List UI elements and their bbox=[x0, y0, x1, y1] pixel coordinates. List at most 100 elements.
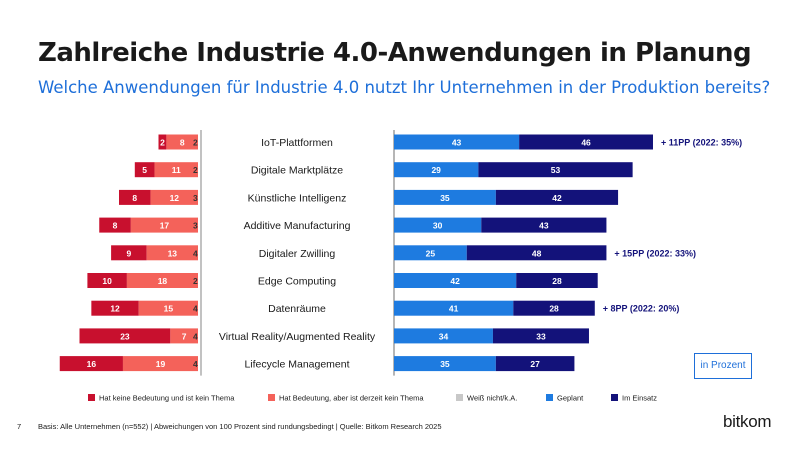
value-label-keine-bedeutung: 8 bbox=[113, 221, 118, 231]
bar-keine-bedeutung bbox=[111, 245, 147, 261]
bar-geplant bbox=[394, 273, 517, 288]
category-label: Virtual Reality/Augmented Reality bbox=[219, 331, 376, 343]
value-label-im-einsatz: 28 bbox=[552, 276, 562, 286]
category-label: IoT-Plattformen bbox=[261, 137, 333, 149]
value-label-weiss-nicht: 2 bbox=[193, 165, 198, 175]
bar-keine-bedeutung bbox=[79, 328, 171, 344]
bar-geplant bbox=[394, 134, 520, 150]
value-label-im-einsatz: 43 bbox=[539, 221, 549, 231]
bar-bedeutung-kein-thema bbox=[166, 134, 198, 150]
legend-swatch bbox=[546, 394, 553, 401]
value-label-im-einsatz: 46 bbox=[581, 138, 591, 148]
bar-keine-bedeutung bbox=[99, 217, 131, 233]
bar-keine-bedeutung bbox=[119, 189, 151, 205]
value-label-im-einsatz: 28 bbox=[549, 304, 559, 314]
value-label-weiss-nicht: 4 bbox=[193, 359, 198, 369]
bar-geplant bbox=[394, 300, 514, 316]
bar-bedeutung-kein-thema bbox=[154, 162, 198, 178]
value-label-im-einsatz: 27 bbox=[530, 359, 540, 369]
bar-geplant bbox=[394, 356, 496, 372]
bar-bedeutung-kein-thema bbox=[150, 189, 198, 205]
value-label-weiss-nicht: 2 bbox=[193, 138, 198, 148]
bar-geplant bbox=[394, 328, 493, 344]
legend-label: Hat Bedeutung, aber ist derzeit kein The… bbox=[279, 394, 424, 403]
bar-keine-bedeutung bbox=[158, 134, 167, 150]
value-label-bedeutung-kein-thema: 8 bbox=[180, 138, 185, 148]
bar-im-einsatz bbox=[516, 273, 598, 288]
value-label-weiss-nicht: 2 bbox=[193, 276, 198, 286]
bar-bedeutung-kein-thema bbox=[146, 245, 198, 261]
value-label-bedeutung-kein-thema: 13 bbox=[168, 248, 178, 258]
value-label-weiss-nicht: 4 bbox=[193, 248, 198, 258]
value-label-geplant: 30 bbox=[433, 221, 443, 231]
bar-geplant bbox=[394, 217, 482, 233]
category-label: Edge Computing bbox=[258, 276, 336, 288]
bar-im-einsatz bbox=[478, 162, 633, 178]
value-label-geplant: 35 bbox=[440, 193, 450, 203]
bar-keine-bedeutung bbox=[134, 162, 155, 178]
bar-im-einsatz bbox=[519, 134, 653, 150]
value-label-geplant: 29 bbox=[431, 165, 441, 175]
value-label-geplant: 25 bbox=[426, 248, 436, 258]
value-label-bedeutung-kein-thema: 19 bbox=[156, 359, 166, 369]
bar-bedeutung-kein-thema bbox=[130, 217, 198, 233]
value-label-keine-bedeutung: 23 bbox=[120, 331, 130, 341]
value-label-im-einsatz: 53 bbox=[551, 165, 561, 175]
legend-swatch bbox=[88, 394, 95, 401]
bar-bedeutung-kein-thema bbox=[138, 300, 198, 316]
value-label-geplant: 41 bbox=[449, 304, 459, 314]
category-label: Datenräume bbox=[268, 303, 326, 315]
value-label-keine-bedeutung: 5 bbox=[142, 165, 147, 175]
legend-label: Hat keine Bedeutung und ist kein Thema bbox=[99, 394, 235, 403]
bar-bedeutung-kein-thema bbox=[122, 356, 198, 372]
category-label: Lifecycle Management bbox=[244, 359, 349, 371]
value-label-keine-bedeutung: 12 bbox=[110, 304, 120, 314]
category-label: Additive Manufacturing bbox=[244, 220, 351, 232]
value-label-bedeutung-kein-thema: 11 bbox=[172, 165, 181, 175]
value-label-weiss-nicht: 3 bbox=[193, 221, 198, 231]
category-label: Digitaler Zwilling bbox=[259, 248, 336, 260]
page-number: 7 bbox=[17, 422, 22, 431]
footer-source: Basis: Alle Unternehmen (n=552) | Abweic… bbox=[38, 422, 442, 431]
value-label-im-einsatz: 33 bbox=[536, 331, 546, 341]
bar-im-einsatz bbox=[513, 300, 595, 316]
bar-im-einsatz bbox=[492, 328, 589, 344]
legend-swatch bbox=[268, 394, 275, 401]
bar-geplant bbox=[394, 245, 467, 261]
category-label: Künstliche Intelligenz bbox=[248, 192, 347, 204]
bar-keine-bedeutung bbox=[59, 356, 123, 372]
value-label-geplant: 42 bbox=[450, 276, 460, 286]
unit-label-box: in Prozent bbox=[694, 353, 752, 379]
value-label-bedeutung-kein-thema: 7 bbox=[182, 331, 187, 341]
value-label-bedeutung-kein-thema: 17 bbox=[160, 221, 170, 231]
page-title: Zahlreiche Industrie 4.0-Anwendungen in … bbox=[38, 38, 752, 68]
bar-im-einsatz bbox=[466, 245, 607, 261]
value-label-geplant: 35 bbox=[440, 359, 450, 369]
value-label-bedeutung-kein-thema: 18 bbox=[158, 276, 168, 286]
growth-annotation: + 15PP (2022: 33%) bbox=[614, 248, 696, 258]
value-label-bedeutung-kein-thema: 15 bbox=[164, 304, 174, 314]
bar-keine-bedeutung bbox=[87, 273, 127, 288]
value-label-keine-bedeutung: 16 bbox=[87, 359, 97, 369]
value-label-keine-bedeutung: 9 bbox=[127, 248, 132, 258]
category-label: Digitale Marktplätze bbox=[251, 165, 343, 177]
value-label-geplant: 43 bbox=[452, 138, 462, 148]
legend-label: Geplant bbox=[557, 394, 584, 403]
value-label-im-einsatz: 42 bbox=[552, 193, 562, 203]
value-label-bedeutung-kein-thema: 12 bbox=[170, 193, 180, 203]
growth-annotation: + 11PP (2022: 35%) bbox=[661, 138, 742, 148]
value-label-im-einsatz: 48 bbox=[532, 248, 542, 258]
value-label-weiss-nicht: 4 bbox=[193, 304, 198, 314]
bar-geplant bbox=[394, 189, 496, 205]
bar-im-einsatz bbox=[495, 356, 575, 372]
value-label-keine-bedeutung: 2 bbox=[160, 138, 165, 148]
value-label-weiss-nicht: 3 bbox=[193, 193, 198, 203]
value-label-weiss-nicht: 4 bbox=[193, 331, 198, 341]
bar-bedeutung-kein-thema bbox=[170, 328, 198, 344]
bitkom-logo: bitkom bbox=[723, 412, 772, 431]
legend-label: Weiß nicht/k.A. bbox=[467, 394, 517, 403]
chart-subtitle: Welche Anwendungen für Industrie 4.0 nut… bbox=[38, 78, 771, 97]
legend-label: Im Einsatz bbox=[622, 394, 657, 403]
bar-bedeutung-kein-thema bbox=[126, 273, 198, 288]
